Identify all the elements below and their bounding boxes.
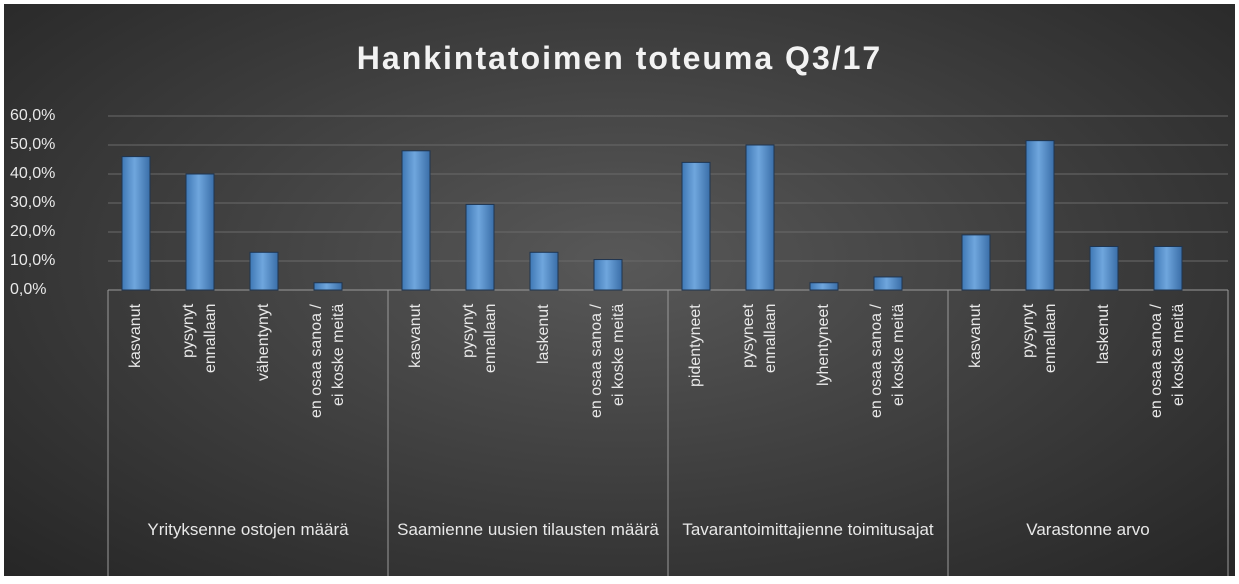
group-label: Tavarantoimittajienne toimitusajat — [682, 520, 934, 539]
y-tick-label: 0,0% — [10, 281, 46, 298]
x-tick-label-text: en osaa sanoa / ei koske meitä — [588, 304, 627, 418]
group-label: Varastonne arvo — [1026, 520, 1150, 539]
bar — [745, 144, 775, 291]
bar — [121, 156, 151, 291]
x-tick-label-text: pysynyt ennallaan — [1020, 304, 1059, 374]
bar — [465, 203, 495, 291]
x-tick-label-text: vähentynyt — [255, 304, 272, 382]
x-tick-label-text: kasvanut — [967, 304, 984, 369]
y-tick-label: 10,0% — [10, 252, 55, 269]
x-tick-label-text: kasvanut — [127, 304, 144, 369]
bar — [313, 282, 343, 291]
x-tick-label-text: en osaa sanoa / ei koske meitä — [868, 304, 907, 418]
chart-title: Hankintatoimen toteuma Q3/17 — [356, 40, 883, 76]
y-tick-label: 30,0% — [10, 194, 55, 211]
x-tick-label-text: laskenut — [1095, 304, 1112, 364]
x-tick-label-text: en osaa sanoa / ei koske meitä — [1148, 304, 1187, 418]
bar — [809, 282, 839, 291]
bar — [873, 276, 903, 291]
bar — [1025, 140, 1055, 291]
x-tick-label-text: pidentyneet — [687, 304, 704, 387]
y-tick-label: 60,0% — [10, 107, 55, 124]
x-tick-label-text: lyhentyneet — [815, 304, 832, 386]
bar — [681, 161, 711, 291]
x-tick-label-text: kasvanut — [407, 304, 424, 369]
bar — [1089, 246, 1119, 291]
x-tick-label-text: laskenut — [535, 304, 552, 364]
bar — [249, 251, 279, 291]
bar — [185, 173, 215, 291]
chart: 0,0% 10,0% 20,0% 30,0% 40,0% 50,0% 60,0% Hanki… — [4, 4, 1235, 576]
y-tick-label: 50,0% — [10, 136, 55, 153]
x-tick-label-text: en osaa sanoa / ei koske meitä — [308, 304, 347, 418]
y-tick-label: 20,0% — [10, 223, 55, 240]
bar — [1153, 246, 1183, 291]
group-label: Saamienne uusien tilausten määrä — [397, 520, 659, 539]
x-tick-label-text: pysynyt ennallaan — [180, 304, 219, 374]
group-label: Yrityksenne ostojen määrä — [147, 520, 349, 539]
bar — [529, 251, 559, 291]
bar — [961, 234, 991, 291]
x-tick-label-text: pysyneet ennallaan — [740, 304, 779, 374]
y-tick-label: 40,0% — [10, 165, 55, 182]
x-tick-label-text: pysynyt ennallaan — [460, 304, 499, 374]
plot: 0,0% 10,0% 20,0% 30,0% 40,0% 50,0% 60,0% — [10, 107, 1229, 576]
bar — [401, 150, 431, 291]
bar — [593, 259, 623, 291]
